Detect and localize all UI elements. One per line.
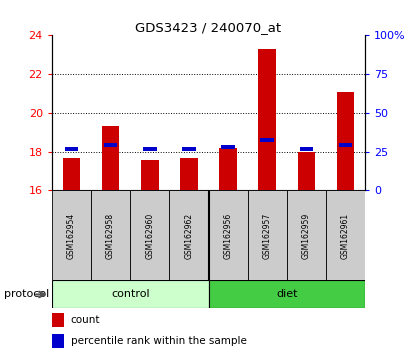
Text: percentile rank within the sample: percentile rank within the sample	[71, 336, 247, 346]
FancyBboxPatch shape	[287, 190, 326, 280]
FancyBboxPatch shape	[52, 190, 91, 280]
Bar	[52, 334, 64, 348]
FancyBboxPatch shape	[52, 280, 209, 308]
FancyBboxPatch shape	[209, 280, 365, 308]
Bar	[219, 148, 237, 190]
Bar	[221, 145, 235, 149]
Bar	[143, 147, 156, 151]
Text: GSM162962: GSM162962	[184, 212, 193, 258]
Text: GSM162960: GSM162960	[145, 212, 154, 258]
Bar	[141, 160, 159, 190]
FancyBboxPatch shape	[91, 190, 130, 280]
Text: diet: diet	[276, 290, 298, 299]
Bar	[180, 158, 198, 190]
Bar	[259, 49, 276, 190]
FancyBboxPatch shape	[248, 190, 287, 280]
Text: protocol: protocol	[4, 290, 49, 299]
Bar	[52, 313, 64, 327]
FancyBboxPatch shape	[326, 190, 365, 280]
Text: GSM162961: GSM162961	[341, 212, 350, 258]
Text: count: count	[71, 315, 100, 325]
Text: GSM162959: GSM162959	[302, 212, 311, 258]
FancyBboxPatch shape	[209, 190, 248, 280]
Bar	[182, 147, 196, 151]
Text: GSM162958: GSM162958	[106, 212, 115, 258]
Text: GSM162957: GSM162957	[263, 212, 272, 258]
Text: control: control	[111, 290, 149, 299]
Bar	[102, 126, 120, 190]
FancyBboxPatch shape	[169, 190, 209, 280]
Bar	[298, 152, 315, 190]
Bar	[339, 143, 352, 147]
Title: GDS3423 / 240070_at: GDS3423 / 240070_at	[135, 21, 282, 34]
Text: GSM162956: GSM162956	[224, 212, 233, 258]
Bar	[65, 147, 78, 151]
Bar	[261, 138, 274, 142]
Bar	[104, 143, 117, 147]
FancyBboxPatch shape	[130, 190, 169, 280]
Text: GSM162954: GSM162954	[67, 212, 76, 258]
Bar	[63, 158, 80, 190]
Bar	[337, 92, 354, 190]
Bar	[300, 147, 313, 151]
